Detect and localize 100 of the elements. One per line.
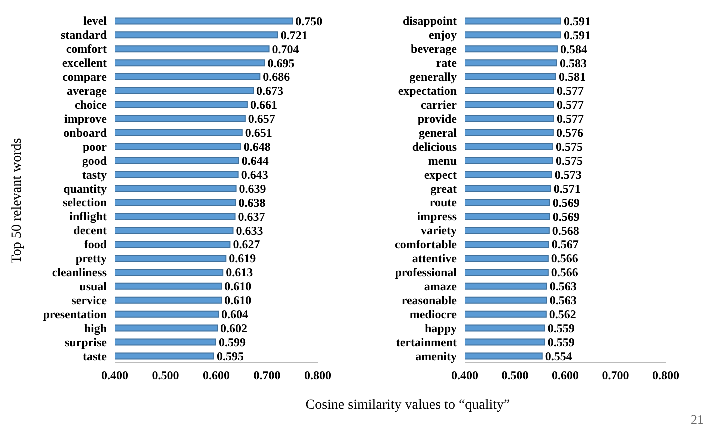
y-tick-label: route	[430, 196, 458, 210]
y-tick-label: average	[67, 84, 108, 98]
data-label: 0.721	[280, 28, 308, 42]
data-label: 0.610	[224, 280, 252, 294]
x-tick-label: 0.600	[203, 368, 230, 383]
data-label: 0.554	[545, 349, 572, 364]
y-tick-label: beverage	[411, 42, 458, 56]
data-label: 0.566	[551, 266, 578, 280]
data-label: 0.581	[558, 70, 586, 84]
data-label: 0.577	[556, 98, 584, 112]
data-label: 0.643	[241, 168, 268, 182]
y-tick-label: high	[84, 321, 108, 336]
data-label: 0.661	[250, 98, 278, 112]
y-tick-label: variety	[421, 224, 457, 238]
y-axis-title: Top 50 relevant words	[10, 137, 26, 266]
data-label: 0.750	[296, 14, 323, 28]
y-tick-label: standard	[60, 28, 108, 42]
data-label: 0.604	[222, 308, 249, 322]
data-label: 0.583	[560, 56, 587, 70]
data-label: 0.591	[564, 14, 591, 28]
y-tick-label: happy	[424, 321, 457, 336]
y-tick-label: great	[430, 182, 457, 196]
y-tick-label: level	[84, 14, 108, 28]
x-tick-label: 0.500	[152, 368, 180, 383]
y-tick-label: surprise	[65, 335, 108, 350]
y-tick-label: tertainment	[396, 335, 457, 350]
data-label: 0.695	[268, 56, 295, 70]
data-label: 0.584	[560, 42, 588, 56]
y-tick-label: compare	[62, 70, 108, 84]
x-tick-label: 0.400	[102, 368, 128, 383]
y-tick-label: poor	[83, 140, 108, 154]
data-label: 0.563	[550, 280, 577, 294]
data-label: 0.566	[551, 252, 578, 266]
data-label: 0.577	[556, 112, 584, 126]
y-tick-label: presentation	[43, 307, 108, 322]
y-tick-label: tasty	[82, 168, 107, 182]
data-label: 0.648	[244, 140, 271, 154]
data-label: 0.563	[550, 294, 577, 308]
y-tick-label: quantity	[64, 182, 107, 196]
data-label: 0.575	[556, 154, 583, 168]
x-tick-label: 0.700	[254, 368, 281, 383]
y-tick-label: professional	[395, 266, 458, 280]
y-tick-label: attentive	[412, 252, 458, 266]
y-tick-label: cleanliness	[52, 266, 108, 280]
data-label: 0.577	[556, 84, 584, 98]
x-tick-label: 0.700	[602, 368, 630, 383]
data-label: 0.686	[263, 70, 290, 84]
y-tick-label: impress	[417, 210, 458, 224]
y-tick-label: expectation	[398, 84, 458, 98]
y-tick-label: reasonable	[402, 293, 458, 308]
data-label: 0.599	[218, 335, 246, 350]
y-tick-label: inflight	[70, 210, 107, 224]
y-tick-label: mediocre	[410, 307, 458, 322]
data-label: 0.575	[556, 140, 583, 154]
x-tick-label: 0.800	[304, 368, 332, 383]
data-label: 0.639	[239, 182, 266, 196]
data-label: 0.559	[548, 322, 575, 336]
data-label: 0.637	[238, 210, 266, 224]
data-label: 0.568	[552, 224, 580, 238]
y-tick-label: delicious	[412, 140, 458, 154]
data-label: 0.633	[236, 224, 264, 238]
data-label: 0.569	[552, 210, 580, 224]
x-tick-label: 0.600	[552, 368, 579, 383]
data-label: 0.576	[556, 126, 584, 140]
y-tick-label: amenity	[416, 349, 457, 364]
y-tick-label: choice	[75, 98, 108, 112]
y-tick-label: menu	[428, 154, 458, 168]
data-label: 0.627	[233, 238, 260, 252]
y-tick-label: comfort	[66, 42, 108, 56]
y-tick-label: selection	[63, 196, 108, 210]
y-tick-label: usual	[80, 279, 108, 294]
y-tick-label: food	[84, 238, 108, 252]
data-label: 0.567	[552, 238, 579, 252]
data-label: 0.595	[216, 349, 244, 364]
data-label: 0.651	[245, 126, 272, 140]
y-tick-label: service	[72, 293, 108, 308]
x-tick-label: 0.800	[652, 368, 680, 383]
data-label: 0.571	[554, 182, 581, 196]
data-label: 0.591	[564, 28, 591, 42]
x-tick-label: 0.400	[452, 368, 478, 383]
y-tick-label: onboard	[64, 126, 108, 140]
y-tick-label: enjoy	[429, 28, 457, 42]
data-label: 0.610	[224, 294, 252, 308]
data-label: 0.673	[256, 84, 284, 98]
y-tick-label: taste	[83, 349, 108, 364]
y-tick-label: expect	[424, 168, 457, 182]
y-tick-label: excellent	[62, 56, 107, 70]
y-tick-label: amaze	[424, 279, 458, 294]
data-label: 0.657	[248, 112, 276, 126]
y-tick-label: improve	[64, 112, 108, 126]
y-tick-label: provide	[418, 112, 458, 126]
data-label: 0.562	[549, 308, 576, 322]
data-label: 0.619	[229, 252, 256, 266]
data-label: 0.602	[220, 322, 248, 336]
data-label: 0.559	[548, 335, 575, 350]
y-tick-label: decent	[74, 224, 107, 238]
x-tick-label: 0.500	[502, 368, 529, 383]
y-tick-label: generally	[410, 70, 457, 84]
data-label: 0.638	[238, 196, 266, 210]
data-label: 0.613	[226, 266, 254, 280]
